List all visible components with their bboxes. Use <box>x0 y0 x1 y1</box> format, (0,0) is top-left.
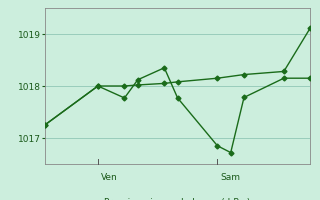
Text: Pression niveau de la mer( hPa ): Pression niveau de la mer( hPa ) <box>104 198 251 200</box>
Text: Ven: Ven <box>100 173 117 182</box>
Text: Sam: Sam <box>220 173 240 182</box>
